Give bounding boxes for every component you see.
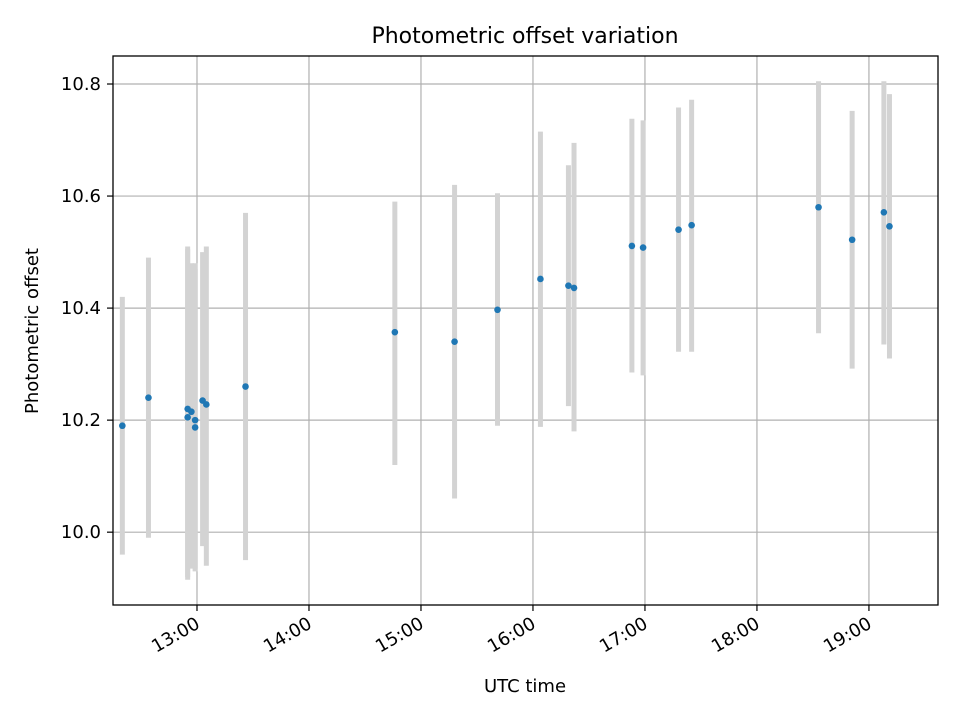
- y-tick-label: 10.2: [61, 410, 101, 431]
- data-point: [119, 422, 126, 430]
- data-point: [188, 408, 195, 416]
- data-point: [184, 414, 191, 421]
- data-point: [145, 394, 152, 402]
- data-point: [565, 282, 572, 289]
- data-point: [628, 242, 636, 250]
- data-point: [688, 221, 695, 229]
- data-point: [570, 284, 578, 292]
- data-point: [886, 223, 893, 230]
- data-points: [119, 203, 893, 431]
- data-point: [675, 226, 682, 233]
- y-tick-label: 10.0: [61, 522, 101, 543]
- data-point: [537, 275, 544, 283]
- data-point: [848, 236, 856, 244]
- y-tick-label: 10.6: [61, 186, 101, 207]
- plot-area-frame: [112, 55, 939, 606]
- y-tick-label: 10.8: [61, 74, 101, 95]
- data-point: [815, 203, 822, 211]
- data-point: [191, 424, 199, 431]
- data-point: [451, 338, 458, 346]
- x-axis-label: UTC time: [484, 676, 566, 697]
- data-point: [191, 416, 199, 424]
- data-point: [203, 401, 210, 408]
- y-axis-ticks: 10.0 10.2 10.4 10.6 10.8: [61, 74, 113, 543]
- data-point: [880, 208, 888, 216]
- data-point: [494, 306, 501, 314]
- data-point: [391, 328, 399, 336]
- chart-title: Photometric offset variation: [371, 24, 678, 49]
- y-tick-label: 10.4: [61, 298, 101, 319]
- data-point: [242, 383, 249, 390]
- data-point: [639, 244, 647, 251]
- y-axis-label: Photometric offset: [22, 248, 43, 414]
